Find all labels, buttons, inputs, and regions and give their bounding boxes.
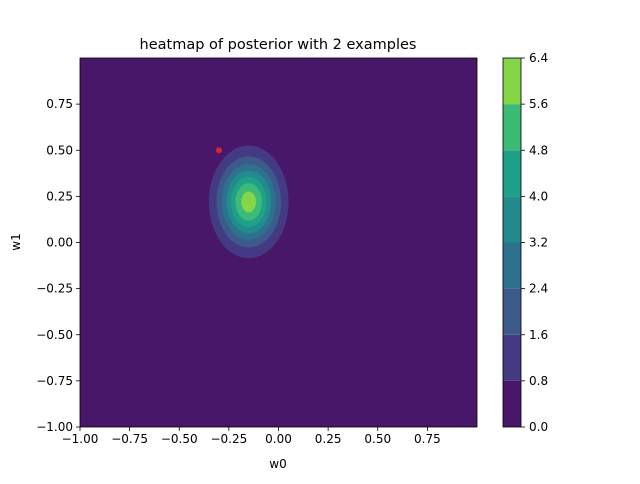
colorbar: 0.0 0.8 1.6 2.4 3.2 4.0 4.8 5.6 6.4: [502, 51, 548, 434]
y-tick-label: 0.75: [46, 97, 73, 111]
colorbar-segment: [503, 288, 521, 335]
y-tick-label: −0.50: [36, 328, 73, 342]
x-axis-label: w0: [269, 457, 286, 471]
contour-fills: [208, 145, 289, 259]
colorbar-segment: [503, 150, 521, 197]
x-axis: −1.00 −0.75 −0.50 −0.25 0.00 0.25 0.50 0.75: [62, 427, 441, 446]
colorbar-segment: [503, 58, 521, 105]
colorbar-segment: [503, 334, 521, 381]
colorbar-tick-label: 3.2: [529, 236, 548, 250]
y-tick-label: −1.00: [36, 420, 73, 434]
contour-band-7: [241, 191, 257, 213]
x-tick-label: 0.00: [265, 432, 292, 446]
x-tick-label: −0.50: [161, 432, 198, 446]
y-axis: −1.00 −0.75 −0.50 −0.25 0.00 0.25 0.50 0.75: [36, 97, 80, 434]
x-tick-label: −0.25: [210, 432, 247, 446]
plot-area: [79, 57, 478, 428]
colorbar-tick-label: 6.4: [529, 51, 548, 65]
plot-background: [80, 58, 477, 427]
colorbar-tick-label: 1.6: [529, 328, 548, 342]
colorbar-tick-label: 2.4: [529, 282, 548, 296]
colorbar-segment: [503, 104, 521, 151]
x-tick-label: 0.75: [414, 432, 441, 446]
colorbar-tick-label: 0.8: [529, 374, 548, 388]
y-tick-label: −0.75: [36, 374, 73, 388]
y-tick-label: 0.00: [46, 236, 73, 250]
y-axis-label: w1: [9, 233, 23, 250]
x-tick-label: −0.75: [111, 432, 148, 446]
colorbar-tick-label: 0.0: [529, 420, 548, 434]
marker-layer: [215, 147, 222, 154]
colorbar-tick-label: 5.6: [529, 97, 548, 111]
observation-marker: [215, 147, 222, 154]
colorbar-segment: [503, 242, 521, 289]
colorbar-segment: [503, 380, 521, 427]
x-tick-label: −1.00: [62, 432, 99, 446]
x-tick-label: 0.25: [315, 432, 342, 446]
colorbar-tick-label: 4.8: [529, 143, 548, 157]
y-tick-label: 0.50: [46, 143, 73, 157]
x-tick-label: 0.50: [364, 432, 391, 446]
y-tick-label: 0.25: [46, 189, 73, 203]
colorbar-segment: [503, 196, 521, 243]
colorbar-tick-label: 4.0: [529, 189, 548, 203]
y-tick-label: −0.25: [36, 282, 73, 296]
chart-title: heatmap of posterior with 2 examples: [140, 37, 417, 53]
